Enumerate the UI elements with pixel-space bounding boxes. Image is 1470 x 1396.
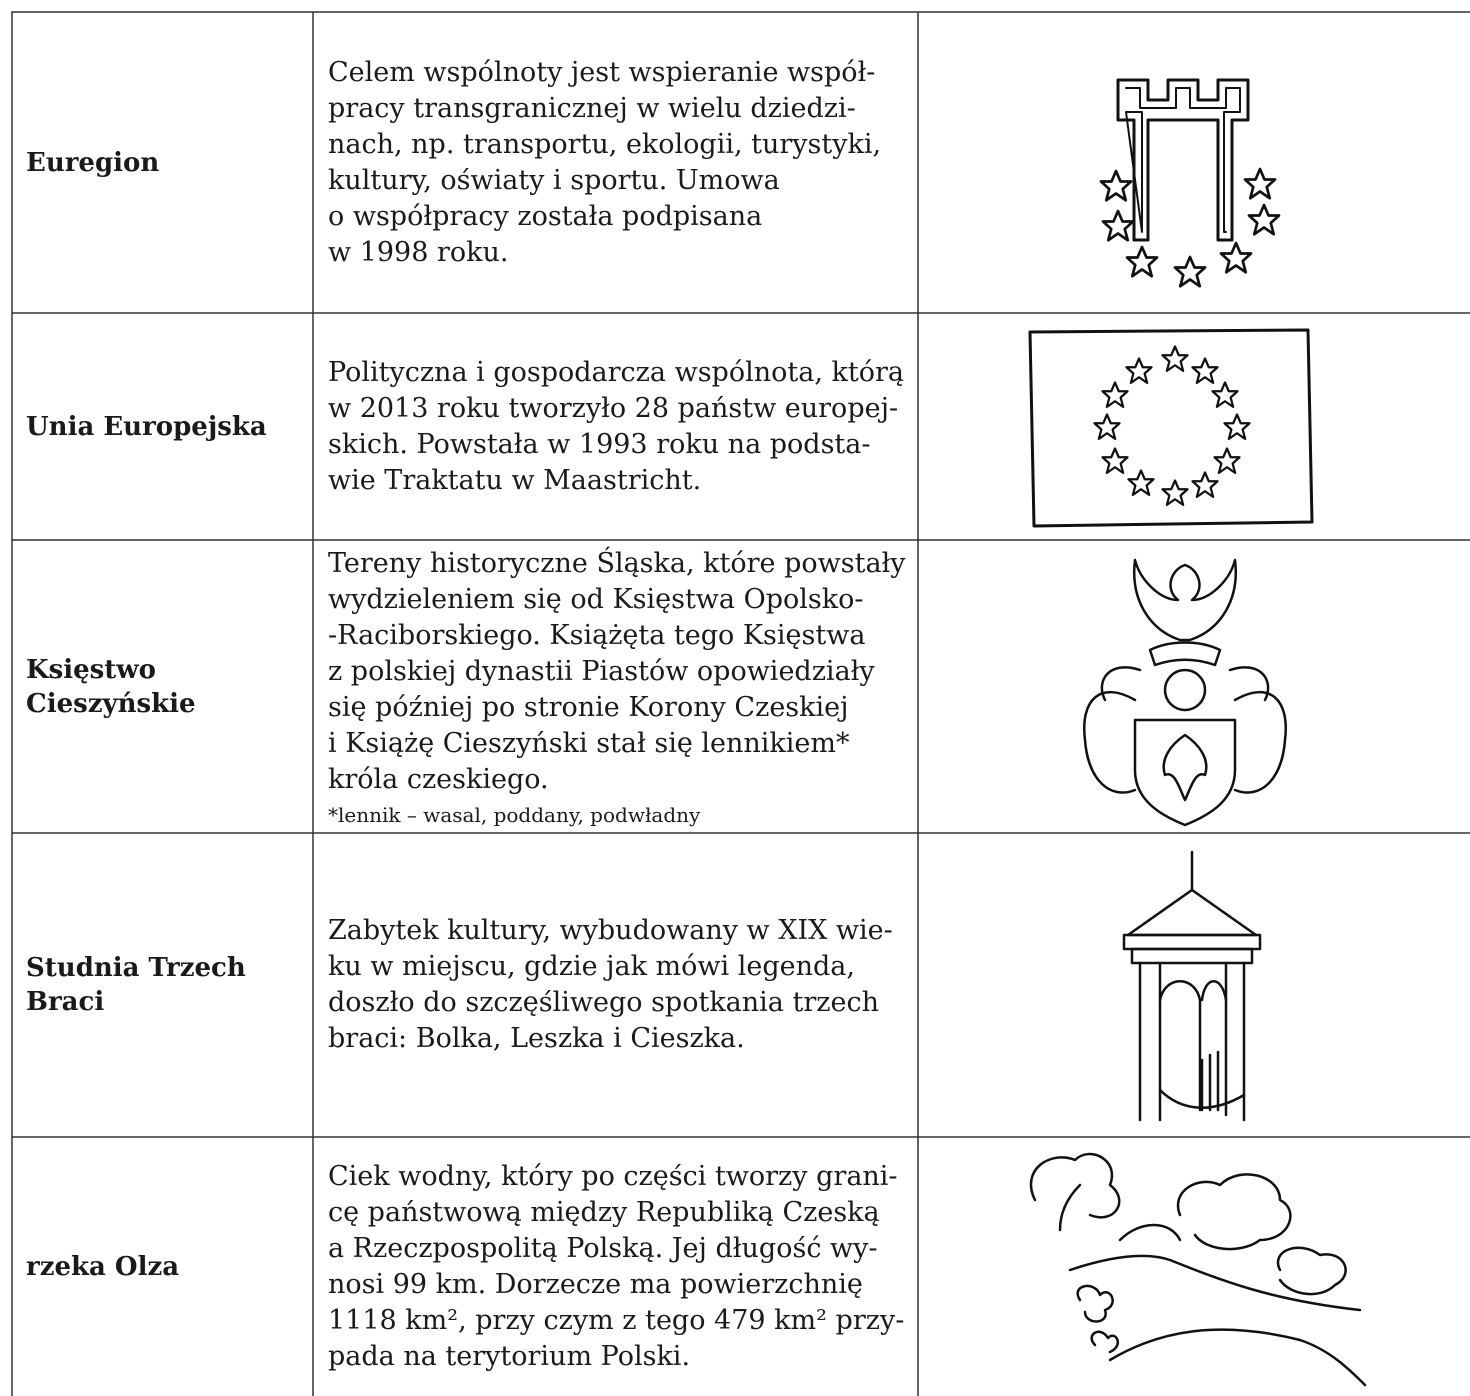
description-line: braci: Bolka, Leszka i Cieszka. xyxy=(328,1023,745,1054)
description-line: Tereny historyczne Śląska, które powstał… xyxy=(328,547,906,579)
description-line: a Rzeczpospolitą Polską. Jej długość wy- xyxy=(328,1232,878,1264)
well-icon xyxy=(1122,850,1262,1122)
grid xyxy=(11,11,1470,1396)
description-line: nach, np. transportu, ekologii, turystyk… xyxy=(328,128,882,160)
description: Ciek wodny, który po części tworzy grani… xyxy=(328,1137,928,1396)
term: Unia Europejska xyxy=(26,313,296,540)
description-line: Zabytek kultury, wybudowany w XIX wie- xyxy=(328,915,893,946)
description-line: cę państwową między Republiką Czeską xyxy=(328,1196,880,1228)
description: Polityczna i gospodarcza wspólnota, któr… xyxy=(328,313,928,540)
description: Tereny historyczne Śląska, które powstał… xyxy=(328,540,928,833)
description-line: doszło do szczęśliwego spotkania trzech xyxy=(328,987,879,1018)
term: Studnia Trzech Braci xyxy=(26,833,296,1137)
description-line: nosi 99 km. Dorzecze ma powierzchnię xyxy=(328,1268,863,1300)
description-line: króla czeskiego. xyxy=(328,763,549,795)
description-line: Ciek wodny, który po części tworzy grani… xyxy=(328,1160,898,1192)
term-text: Unia Europejska xyxy=(26,411,267,442)
term-text: rzeka Olza xyxy=(26,1251,180,1282)
description-line: wydzieleniem się od Księstwa Opolsko- xyxy=(328,583,864,615)
description-line: w 1998 roku. xyxy=(328,236,509,268)
term: rzeka Olza xyxy=(26,1137,296,1396)
description-line: -Raciborskiego. Książęta tego Księstwa xyxy=(328,619,866,651)
term: Księstwo Cieszyńskie xyxy=(26,540,296,833)
term: Euregion xyxy=(26,12,296,313)
description-line: pada na terytorium Polski. xyxy=(328,1340,691,1372)
term-text: Studnia Trzech Braci xyxy=(26,953,246,1017)
description-line: 1118 km², przy czym z tego 479 km² przy- xyxy=(328,1304,905,1336)
term-text: Euregion xyxy=(26,147,160,178)
description-line: się później po stronie Korony Czeskiej xyxy=(328,691,849,723)
description: Celem wspólnoty jest wspieranie współ-pr… xyxy=(328,12,928,313)
description-line: o współpracy została podpisana xyxy=(328,200,763,232)
term-text: Księstwo Cieszyńskie xyxy=(26,654,196,719)
description-line: skich. Powstała w 1993 roku na podsta- xyxy=(328,428,871,460)
description-line: wie Traktatu w Maastricht. xyxy=(328,464,702,496)
description-line: kultury, oświaty i sportu. Umowa xyxy=(328,164,780,196)
description-line: Celem wspólnoty jest wspieranie współ- xyxy=(328,56,876,88)
euregion-icon xyxy=(1101,78,1279,286)
description-line: z polskiej dynastii Piastów opowiedziały xyxy=(328,655,875,687)
coat-of-arms-icon xyxy=(1083,558,1287,827)
description: Zabytek kultury, wybudowany w XIX wie-ku… xyxy=(328,833,928,1137)
description-line: Polityczna i gospodarcza wspólnota, któr… xyxy=(328,356,904,388)
description-line: w 2013 roku tworzyło 28 państw europej- xyxy=(328,392,899,424)
description-line: i Książę Cieszyński stał się lennikiem* xyxy=(328,727,850,759)
footnote: *lennik – wasal, poddany, podwładny xyxy=(328,802,701,827)
river-icon xyxy=(1029,1152,1367,1387)
description-line: pracy transgranicznej w wielu dziedzi- xyxy=(328,92,856,124)
eu-flag-icon xyxy=(1028,328,1314,528)
description-line: ku w miejscu, gdzie jak mówi legenda, xyxy=(328,951,855,982)
